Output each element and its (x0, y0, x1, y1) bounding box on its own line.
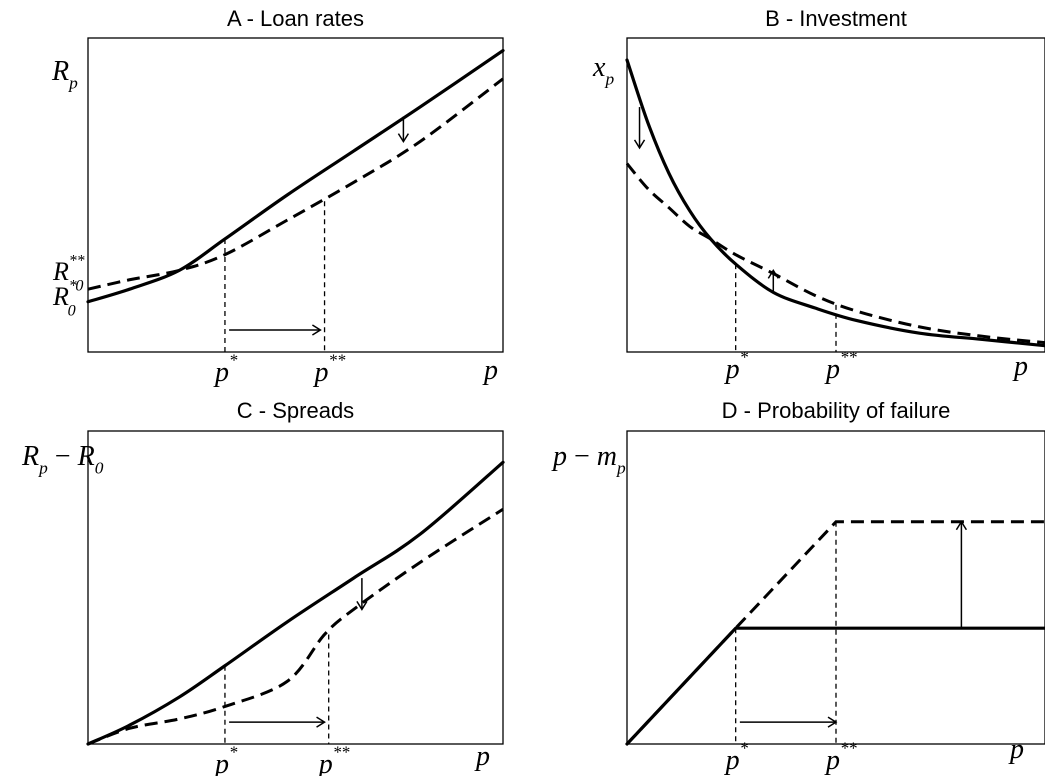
x-tick-label-1: p* (724, 739, 749, 776)
y-tick-label-1: R** 0 (52, 253, 85, 295)
x-axis-label: p (1012, 351, 1028, 382)
arrow-head-right (312, 324, 322, 336)
arrow-head-down (397, 133, 410, 144)
x-tick-label-1: p* (213, 351, 238, 388)
arrow-head-right (827, 716, 838, 728)
x-tick-label-2: p** (824, 739, 857, 776)
solid-curve (86, 48, 505, 304)
plot-frame (626, 430, 1045, 745)
x-axis-label: p (1008, 734, 1024, 765)
panel-3: C - Spreads Rp − R0 p p* p** (21, 398, 505, 776)
dashed-curve (87, 77, 504, 291)
plot-frame (87, 430, 504, 745)
panel-4: D - Probability of failure p − mp p p* p** (551, 398, 1045, 776)
arrow-head-up (955, 520, 968, 531)
arrow-head-up (767, 268, 779, 279)
solid-curve (625, 58, 1045, 348)
dashed-curve (87, 507, 504, 746)
x-tick-label-2: p** (824, 348, 857, 385)
x-tick-label-2: p** (317, 743, 350, 776)
arrow-head-down (356, 601, 368, 611)
y-tick-label-2: R* 0 (52, 278, 77, 320)
x-tick-label-1: p* (213, 743, 238, 776)
x-tick-label-2: p** (313, 351, 346, 388)
y-axis-label: Rp − R0 (21, 441, 104, 477)
arrow-head-down (633, 139, 646, 150)
panel-2: B - Investment xp p p* p** (592, 6, 1045, 385)
x-axis-label: p (482, 355, 498, 386)
y-axis-label: Rp (51, 56, 78, 92)
panel-title: B - Investment (765, 6, 907, 31)
solid-curve (86, 460, 505, 746)
y-axis-label: p − mp (551, 441, 626, 477)
dashed-curve (625, 520, 1045, 746)
x-axis-label: p (474, 741, 490, 772)
panel-title: A - Loan rates (227, 6, 364, 31)
panel-1: A - Loan rates Rp p p* p** R** 0R* 0 (51, 6, 505, 388)
x-tick-label-1: p* (724, 348, 749, 385)
arrow-head-right (316, 716, 326, 728)
panel-title: C - Spreads (237, 398, 354, 423)
dashed-curve (625, 162, 1045, 345)
y-axis-label: xp (592, 52, 614, 88)
panel-title: D - Probability of failure (722, 398, 951, 423)
plot-frame (87, 37, 504, 353)
